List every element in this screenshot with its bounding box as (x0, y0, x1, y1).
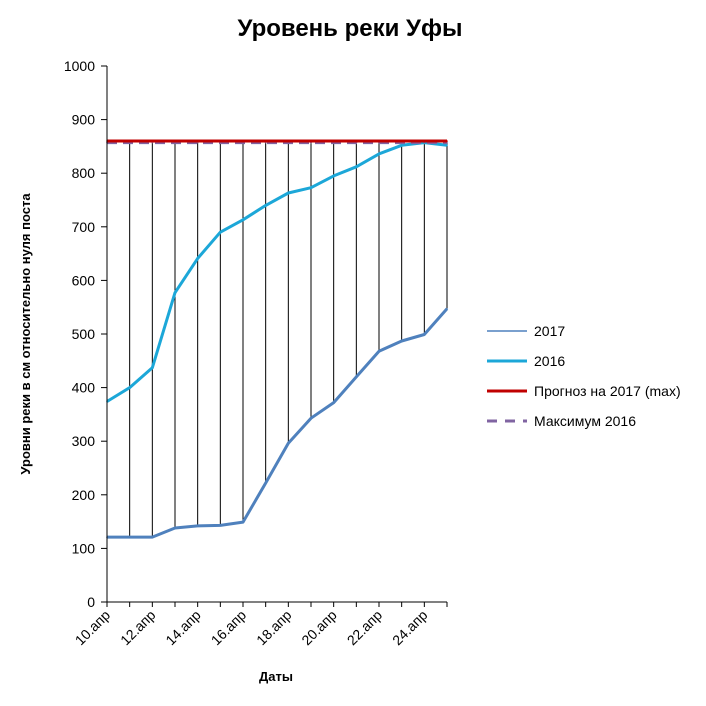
series-0-point (355, 376, 358, 378)
series-1-point (287, 192, 290, 194)
series-2-point (219, 140, 222, 142)
series-0-point (332, 401, 335, 404)
y-tick-label: 0 (87, 594, 95, 610)
y-tick-label: 100 (72, 540, 96, 556)
series-1-point (332, 175, 335, 177)
x-tick-label: 20.апр (298, 607, 340, 649)
x-tick-label: 10.апр (72, 607, 114, 649)
series-2-point (355, 140, 358, 142)
x-tick-label: 22.апр (344, 607, 386, 649)
series-1-point (242, 219, 244, 221)
series-1-point (378, 153, 380, 155)
series-2-point (400, 140, 403, 142)
series-0-point (151, 536, 154, 538)
series-0-point (400, 340, 403, 342)
y-axis-label: Уровни реки в см относительно нуля поста (18, 193, 33, 475)
series-1-point (355, 165, 358, 168)
x-tick-label: 24.апр (389, 607, 431, 649)
series-0-point (196, 525, 199, 527)
series-2-point (196, 140, 199, 142)
series-2-point (378, 140, 380, 142)
legend: 2017 2016 Прогноз на 2017 (max) Максимум 20… (487, 323, 681, 429)
legend-label: Прогноз на 2017 (max) (534, 383, 681, 399)
series-1-point (400, 144, 403, 147)
y-tick-label: 1000 (64, 58, 95, 74)
chart-title: Уровень реки Уфы (238, 15, 463, 42)
series-0-point (264, 482, 267, 484)
drop-lines (106, 141, 448, 538)
series-2-point (287, 140, 290, 142)
series-2-point (151, 140, 154, 142)
x-axis-ticks: 10.апр 12.апр 14.апр 16.апр 18.апр 20.апр 22.а… (72, 602, 448, 649)
series-1-point (196, 257, 199, 260)
y-tick-label: 900 (72, 112, 96, 128)
series-1-point (151, 366, 154, 369)
series-1-point (128, 386, 131, 389)
series-0-point (310, 417, 312, 419)
series-2-point (332, 140, 335, 142)
legend-label: Максимум 2016 (534, 413, 636, 429)
series-2-point (423, 140, 426, 142)
series-2-point (242, 140, 244, 142)
series-1-point (219, 231, 222, 233)
series-0-point (423, 333, 426, 336)
y-tick-label: 400 (72, 380, 96, 396)
series-2-point (446, 140, 448, 142)
series-0-point (242, 521, 244, 523)
series-2-point (264, 140, 267, 142)
y-tick-label: 600 (72, 272, 96, 288)
x-axis-label: Даты (259, 669, 293, 684)
series-1-point (310, 186, 312, 189)
series-0-point (378, 350, 380, 352)
y-tick-label: 800 (72, 165, 96, 181)
series-line-0 (107, 307, 449, 539)
x-tick-label: 14.апр (162, 607, 204, 649)
x-tick-label: 16.апр (208, 607, 250, 649)
x-tick-label: 12.апр (117, 607, 159, 649)
y-tick-label: 500 (72, 326, 96, 342)
y-tick-label: 300 (72, 433, 96, 449)
series-0-point (219, 524, 222, 527)
series-1-point (174, 291, 176, 294)
series-0-point (446, 308, 448, 310)
x-tick-label: 18.апр (253, 607, 295, 649)
legend-label: 2016 (534, 353, 565, 369)
series-2-point (310, 140, 312, 142)
series-0-point (287, 442, 290, 445)
series-line-1 (106, 141, 448, 403)
y-tick-label: 200 (72, 487, 96, 503)
series-2-point (174, 140, 176, 142)
legend-label: 2017 (534, 323, 565, 339)
series-2-point (128, 140, 131, 142)
y-tick-label: 700 (72, 219, 96, 235)
y-axis-ticks: 0 100 200 300 400 500 600 700 800 900 1000 (64, 58, 107, 610)
series-layer (106, 139, 449, 539)
series-1-point (264, 204, 267, 207)
series-1-point (446, 144, 448, 147)
series-0-point (174, 527, 176, 529)
series-0-point (128, 536, 131, 538)
